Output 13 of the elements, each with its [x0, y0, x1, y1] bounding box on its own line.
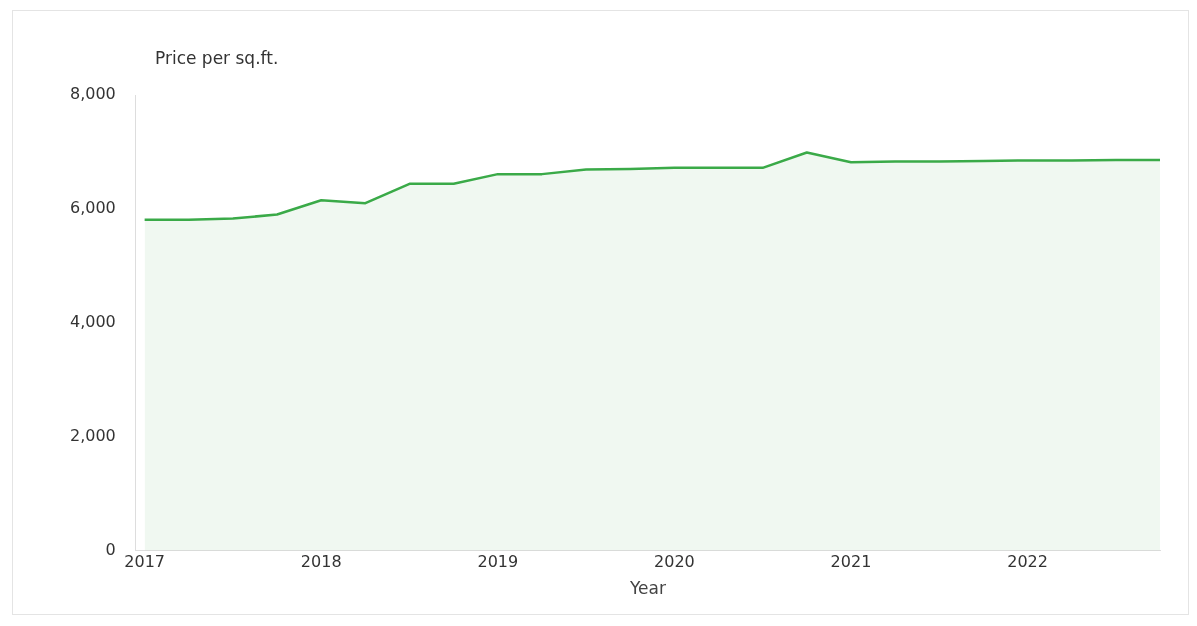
- x-axis-title: Year: [628, 578, 666, 599]
- x-tick-label: 2017: [124, 552, 165, 572]
- y-axis-title: Price per sq.ft.: [155, 48, 279, 68]
- x-tick-label: 2022: [1007, 552, 1048, 572]
- y-tick-label: 2,000: [69, 425, 116, 445]
- y-tick-label: 8,000: [69, 84, 116, 104]
- y-tick-label: 0: [105, 539, 116, 559]
- y-tick-label: 6,000: [69, 198, 116, 218]
- y-tick-label: 4,000: [69, 311, 116, 331]
- x-tick-label: 2018: [300, 552, 342, 572]
- x-tick-label: 2019: [477, 552, 519, 572]
- x-tick-label: 2020: [654, 552, 695, 572]
- x-tick-label: 2021: [830, 552, 872, 572]
